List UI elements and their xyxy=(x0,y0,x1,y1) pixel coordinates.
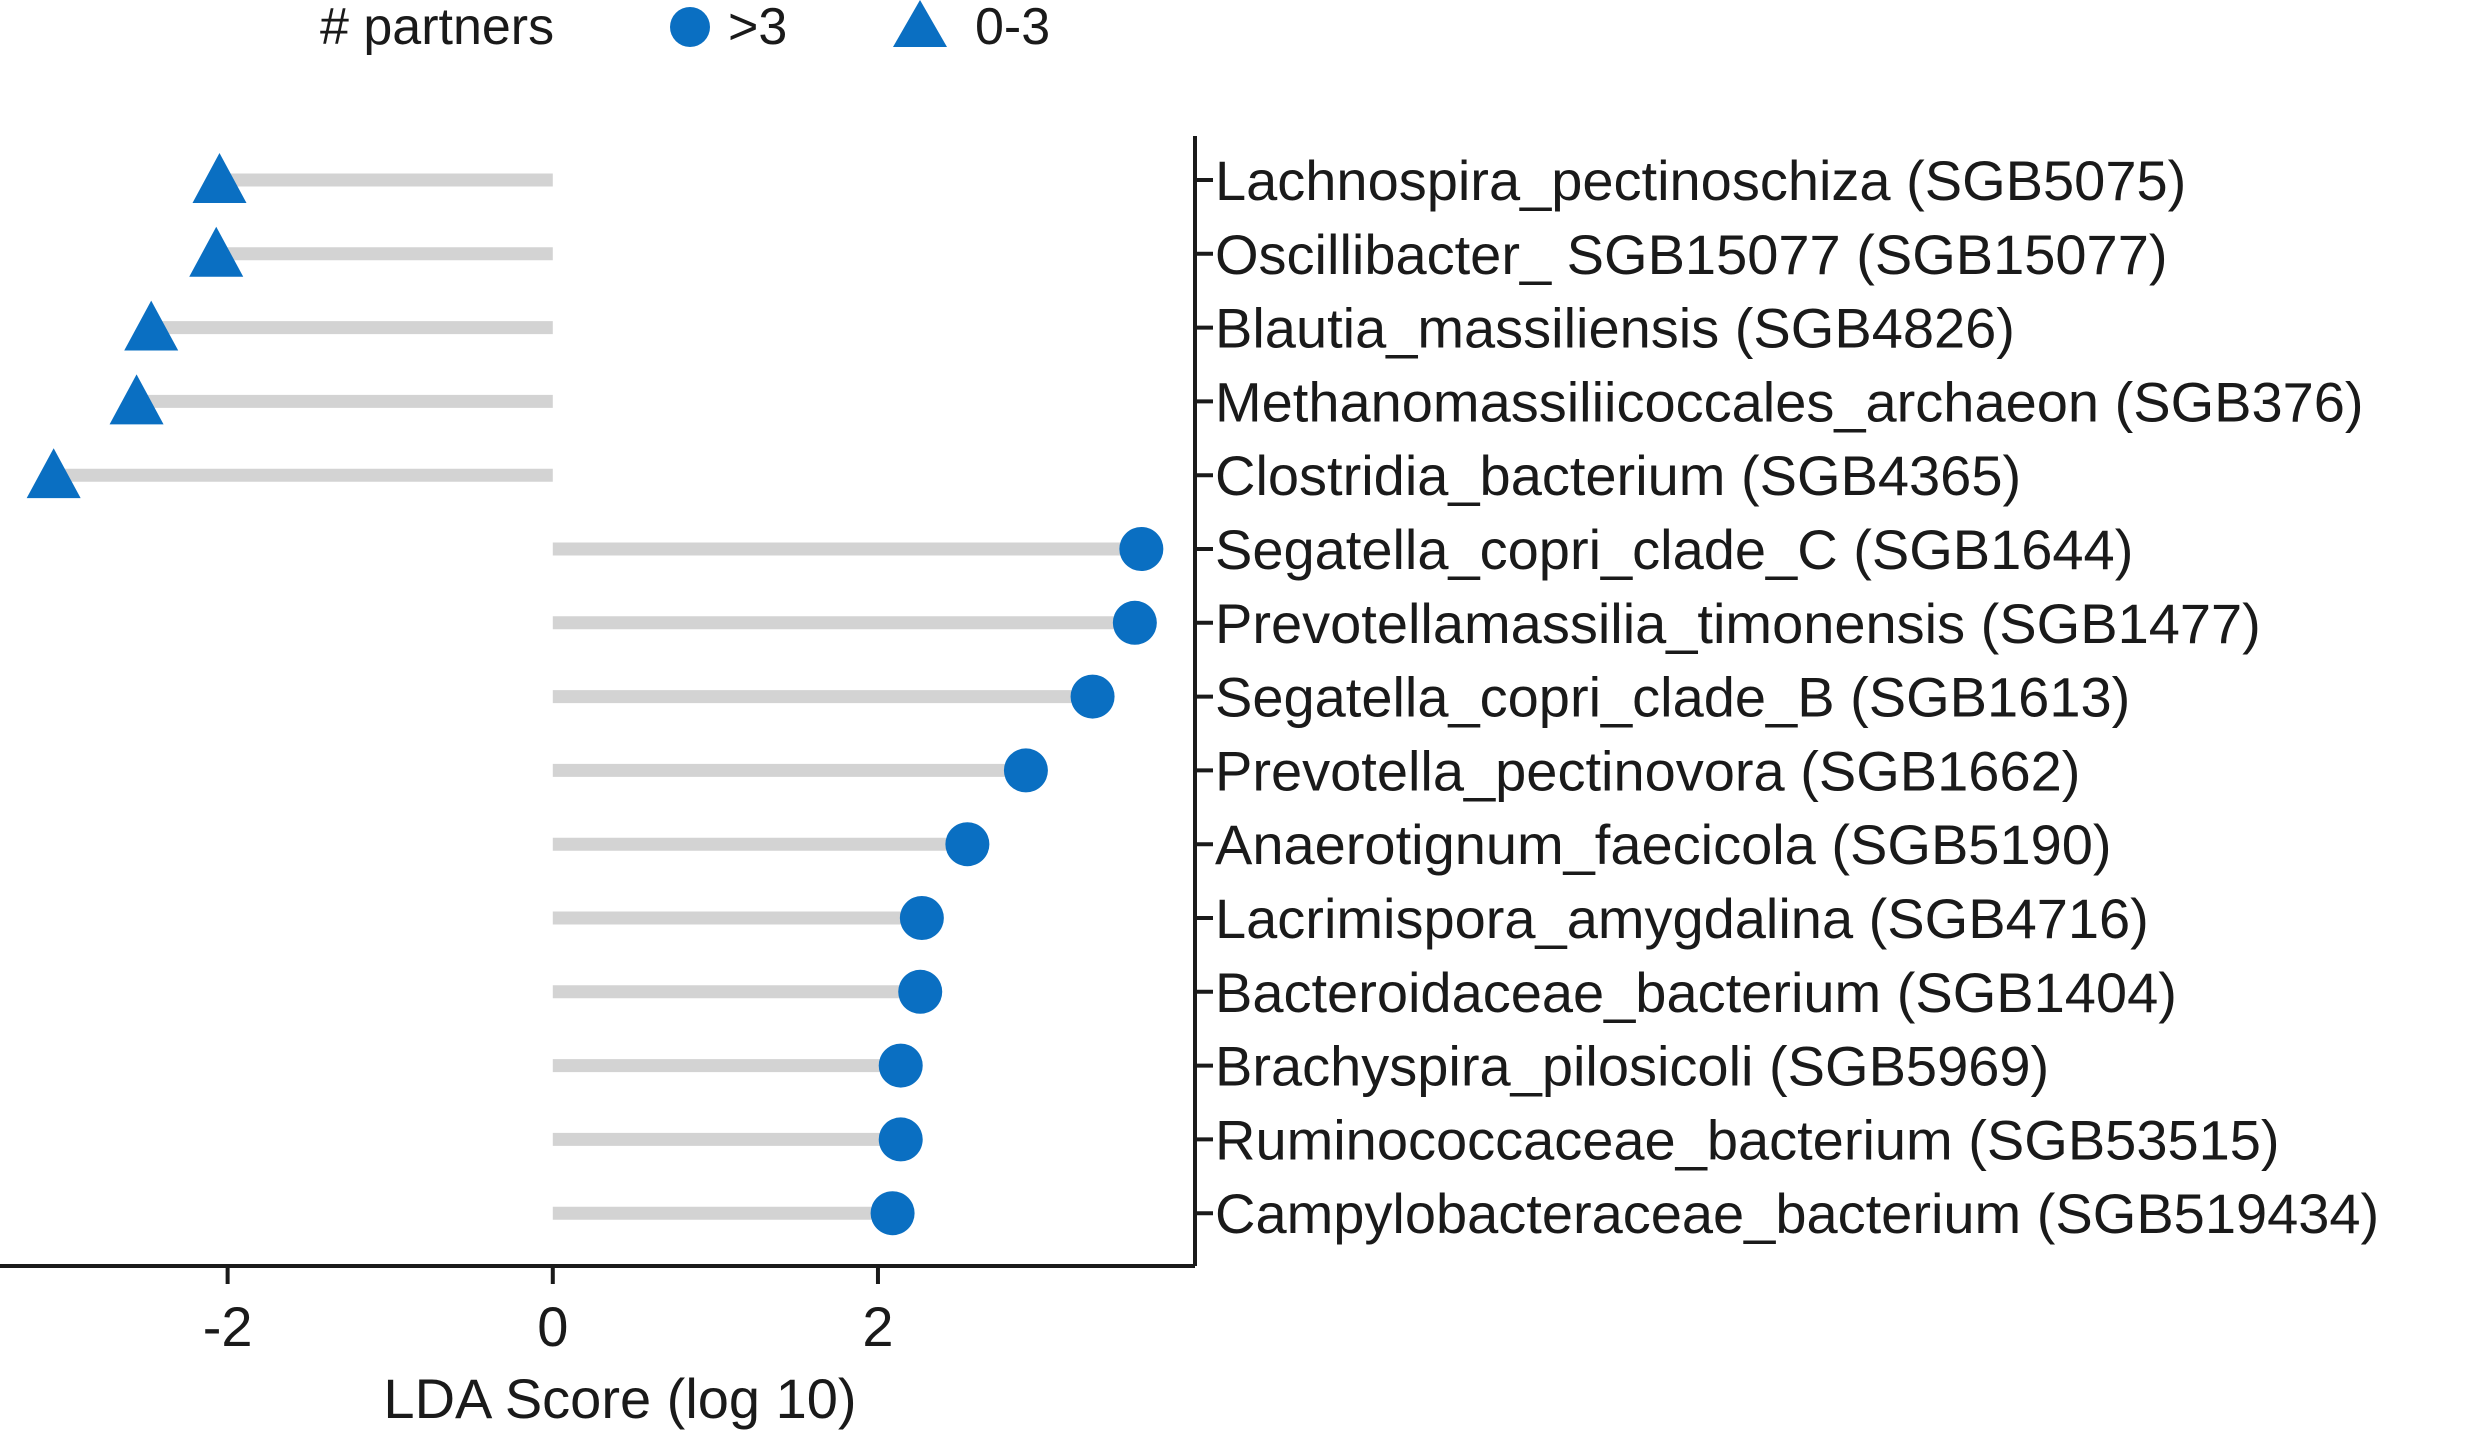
category-label: Blautia_massiliensis (SGB4826) xyxy=(1215,297,2015,360)
category-label: Prevotellamassilia_timonensis (SGB1477) xyxy=(1215,592,2261,655)
circle-marker xyxy=(1119,527,1164,571)
triangle-marker xyxy=(189,226,244,277)
axes-group xyxy=(0,136,1197,1268)
legend: # partners >3 0-3 xyxy=(320,0,1050,56)
triangle-marker xyxy=(26,448,81,499)
circle-marker xyxy=(899,896,944,940)
category-label: Methanomassiliicoccales_archaeon (SGB376… xyxy=(1215,370,2364,433)
circle-marker xyxy=(870,1191,915,1236)
category-label: Bacteroidaceae_bacterium (SGB1404) xyxy=(1215,961,2177,1024)
legend-triangle-marker xyxy=(893,0,947,47)
category-label: Segatella_copri_clade_B (SGB1613) xyxy=(1215,666,2130,729)
category-label: Segatella_copri_clade_C (SGB1644) xyxy=(1215,518,2133,581)
category-labels-group: Lachnospira_pectinoschiza (SGB5075) Oscil… xyxy=(1195,149,2379,1245)
x-tick-label: 0 xyxy=(537,1295,568,1358)
category-label: Lachnospira_pectinoschiza (SGB5075) xyxy=(1215,149,2186,212)
x-ticks-group: -2 0 2 xyxy=(203,1266,894,1358)
circle-marker xyxy=(898,969,943,1014)
circle-marker xyxy=(878,1117,923,1162)
category-label: Campylobacteraceae_bacterium (SGB519434) xyxy=(1215,1182,2379,1245)
triangle-marker xyxy=(109,374,164,425)
markers-group xyxy=(26,153,1164,1236)
x-axis-title: LDA Score (log 10) xyxy=(383,1367,856,1430)
triangle-marker xyxy=(192,153,247,203)
triangle-marker xyxy=(124,300,179,351)
circle-marker xyxy=(945,822,990,867)
legend-title: # partners xyxy=(320,0,554,56)
category-label: Anaerotignum_faecicola (SGB5190) xyxy=(1215,813,2112,876)
circle-marker xyxy=(1003,748,1048,793)
category-label: Prevotella_pectinovora (SGB1662) xyxy=(1215,739,2080,802)
category-label: Lacrimispora_amygdalina (SGB4716) xyxy=(1215,887,2149,950)
category-label: Oscillibacter_ SGB15077 (SGB15077) xyxy=(1215,223,2168,286)
category-label: Ruminococcaceae_bacterium (SGB53515) xyxy=(1215,1108,2280,1171)
circle-marker xyxy=(1112,600,1157,645)
circle-marker xyxy=(1070,674,1115,719)
x-tick-label: 2 xyxy=(862,1295,893,1358)
circle-marker xyxy=(878,1043,923,1088)
category-label: Brachyspira_pilosicoli (SGB5969) xyxy=(1215,1035,2049,1098)
x-tick-label: -2 xyxy=(203,1295,253,1358)
legend-circle-marker xyxy=(670,7,710,47)
legend-label-circle: >3 xyxy=(728,0,787,56)
stems-group xyxy=(53,173,1142,1220)
category-label: Clostridia_bacterium (SGB4365) xyxy=(1215,444,2021,507)
legend-label-triangle: 0-3 xyxy=(975,0,1050,56)
